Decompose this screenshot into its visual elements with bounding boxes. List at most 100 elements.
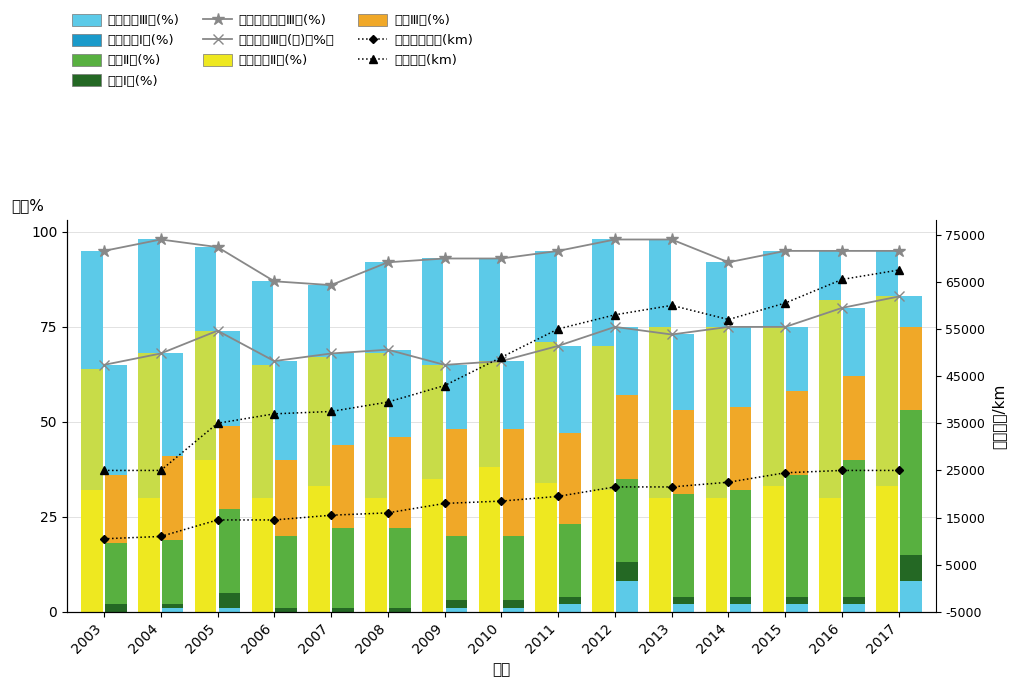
Bar: [535, 251, 557, 342]
Bar: [673, 334, 694, 410]
Bar: [730, 604, 751, 612]
Bar: [616, 479, 638, 563]
Legend: 西南诸河Ⅲ类(%), 西南诸河Ⅰ类(%), 长江Ⅱ类(%), 长江Ⅰ类(%), 西南诸河优于Ⅲ类(%), 长江优于Ⅲ类(含)（%）, 西南诸河Ⅱ类(%), 长江: 西南诸河Ⅲ类(%), 西南诸河Ⅰ类(%), 长江Ⅱ类(%), 长江Ⅰ类(%), …: [67, 10, 477, 91]
Bar: [876, 296, 897, 486]
Bar: [786, 327, 808, 392]
Bar: [819, 251, 841, 300]
Bar: [446, 601, 468, 608]
Bar: [616, 395, 638, 479]
Bar: [276, 460, 297, 536]
Bar: [276, 536, 297, 608]
Bar: [162, 456, 184, 540]
Bar: [251, 365, 274, 498]
Bar: [195, 331, 216, 460]
Bar: [332, 445, 353, 528]
Bar: [479, 468, 500, 612]
Bar: [673, 597, 694, 604]
Bar: [786, 392, 808, 475]
Bar: [763, 486, 784, 612]
Bar: [843, 460, 865, 597]
Bar: [82, 491, 103, 612]
Bar: [446, 608, 468, 612]
Bar: [479, 259, 500, 361]
Bar: [105, 365, 127, 475]
Bar: [138, 354, 159, 498]
Bar: [730, 597, 751, 604]
Bar: [446, 536, 468, 601]
Bar: [560, 525, 581, 597]
Bar: [162, 540, 184, 604]
Bar: [502, 601, 524, 608]
Bar: [730, 491, 751, 597]
Bar: [560, 433, 581, 525]
Bar: [900, 555, 922, 581]
Bar: [502, 361, 524, 430]
Bar: [332, 528, 353, 608]
Bar: [673, 494, 694, 597]
Bar: [422, 365, 443, 479]
Bar: [502, 536, 524, 601]
Y-axis label: 比例%: 比例%: [11, 198, 44, 212]
Bar: [730, 407, 751, 491]
Bar: [649, 327, 671, 498]
Bar: [560, 597, 581, 604]
Bar: [592, 491, 614, 612]
Bar: [786, 475, 808, 597]
Bar: [218, 331, 240, 426]
Bar: [763, 251, 784, 327]
Bar: [218, 608, 240, 612]
Bar: [138, 498, 159, 612]
Bar: [616, 327, 638, 395]
Bar: [592, 239, 614, 346]
Bar: [843, 597, 865, 604]
Bar: [422, 479, 443, 612]
Bar: [819, 300, 841, 498]
Bar: [276, 361, 297, 460]
Bar: [560, 604, 581, 612]
Bar: [786, 604, 808, 612]
Bar: [843, 376, 865, 460]
Bar: [162, 608, 184, 612]
Bar: [535, 342, 557, 483]
Bar: [479, 361, 500, 468]
Bar: [730, 327, 751, 407]
Bar: [195, 460, 216, 612]
Bar: [446, 365, 468, 430]
Bar: [308, 357, 330, 486]
Bar: [82, 369, 103, 491]
Bar: [819, 498, 841, 612]
Bar: [673, 410, 694, 494]
X-axis label: 年份: 年份: [492, 662, 510, 677]
Bar: [616, 563, 638, 581]
Bar: [673, 604, 694, 612]
Bar: [786, 597, 808, 604]
Bar: [389, 528, 410, 608]
Bar: [366, 262, 387, 354]
Bar: [366, 498, 387, 612]
Bar: [218, 509, 240, 593]
Bar: [332, 354, 353, 445]
Bar: [366, 354, 387, 498]
Bar: [843, 308, 865, 376]
Bar: [560, 346, 581, 433]
Bar: [535, 483, 557, 612]
Bar: [900, 296, 922, 327]
Bar: [502, 608, 524, 612]
Bar: [763, 327, 784, 486]
Bar: [843, 604, 865, 612]
Bar: [389, 349, 410, 437]
Bar: [82, 251, 103, 369]
Bar: [138, 239, 159, 354]
Bar: [251, 281, 274, 365]
Bar: [446, 430, 468, 536]
Bar: [900, 327, 922, 410]
Bar: [616, 581, 638, 612]
Bar: [308, 486, 330, 612]
Bar: [706, 498, 727, 612]
Bar: [649, 498, 671, 612]
Bar: [389, 437, 410, 528]
Bar: [389, 608, 410, 612]
Bar: [195, 247, 216, 331]
Bar: [105, 475, 127, 543]
Bar: [876, 251, 897, 296]
